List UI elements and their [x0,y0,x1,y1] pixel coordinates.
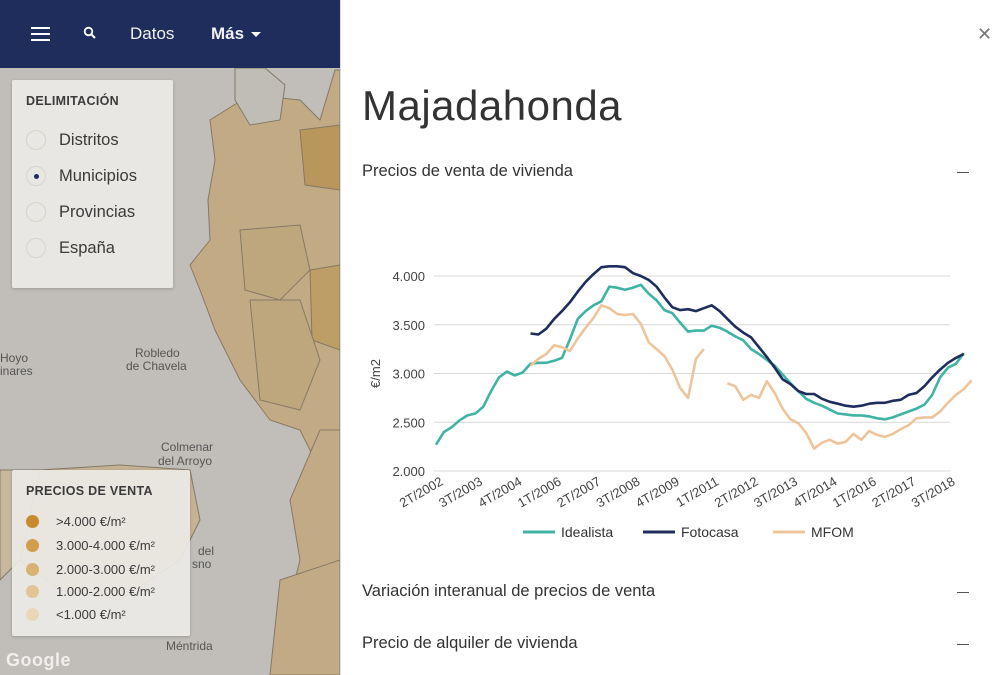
delimitation-panel: DELIMITACIÓN Distritos Municipios Provin… [12,80,173,288]
legend-item: 1.000-2.000 €/m² [26,581,155,601]
y-tick-label: 2.500 [392,415,425,430]
top-navbar: Datos Más [0,0,340,68]
collapse-icon[interactable] [957,592,969,593]
collapse-icon[interactable] [957,644,969,645]
price-legend-title: PRECIOS DE VENTA [26,484,153,498]
legend-item: >4.000 €/m² [26,511,126,531]
nav-mas-dropdown[interactable]: Más [211,24,262,44]
x-tick-label: 1T/2006 [515,474,564,511]
legend-swatch [26,514,39,528]
radio-button[interactable] [26,202,46,222]
x-tick-label: 4T/2009 [633,474,682,511]
place-label: de Chavela [126,359,187,373]
x-tick-label: 2T/2017 [869,474,918,511]
legend-item: 2.000-3.000 €/m² [26,559,155,579]
x-tick-label: 3T/2008 [594,474,643,511]
collapse-icon[interactable] [957,172,969,173]
x-tick-label: 1T/2011 [673,474,721,510]
radio-distritos[interactable]: Distritos [26,128,119,152]
x-tick-label: 3T/2003 [436,474,485,511]
y-tick-label: 2.000 [392,464,425,479]
x-tick-label: 1T/2016 [830,474,879,511]
radio-button-checked[interactable] [26,166,46,186]
series-line-idealista [434,283,965,446]
legend-swatch [26,584,39,598]
price-legend-panel: PRECIOS DE VENTA >4.000 €/m² 3.000-4.000… [12,470,190,636]
radio-label: Municipios [59,166,137,185]
place-label: Robledo [135,346,180,360]
place-label: Colmenar [161,440,214,454]
radio-provincias[interactable]: Provincias [26,200,135,224]
series-line-mfom [529,304,973,450]
y-axis-label: €/m2 [368,359,383,388]
close-icon[interactable]: ✕ [977,24,993,44]
x-tick-label: 2T/2007 [554,474,603,511]
x-tick-label: 4T/2004 [475,474,524,511]
place-label: inares [0,364,33,378]
section-header-precios-venta[interactable]: Precios de venta de vivienda [362,162,573,180]
radio-button[interactable] [26,238,46,258]
place-label: Hoyo [0,351,29,365]
legend-label: 3.000-4.000 €/m² [56,537,156,553]
legend-label: MFOM [811,524,854,540]
legend-label: <1.000 €/m² [56,606,126,622]
legend-label: >4.000 €/m² [56,513,126,529]
section-header-alquiler[interactable]: Precio de alquiler de vivienda [362,634,578,652]
legend-swatch [26,562,39,576]
radio-label: Distritos [59,130,119,149]
legend-label: 1.000-2.000 €/m² [56,583,156,599]
place-label: del [198,544,215,558]
y-tick-label: 3.500 [392,318,425,333]
nav-mas-label: Más [211,24,245,43]
legend-label: Idealista [561,524,613,540]
nav-datos-link[interactable]: Datos [130,24,175,43]
legend-swatch [26,538,39,552]
legend-item: <1.000 €/m² [26,604,126,624]
place-label: del Arroyo [158,454,213,468]
place-label: sno [192,557,212,571]
radio-label: España [59,238,115,257]
google-logo: Google [6,650,71,670]
x-tick-label: 2T/2002 [397,474,446,511]
legend-item: 3.000-4.000 €/m² [26,535,155,555]
y-tick-label: 4.000 [392,269,425,284]
delimitation-title: DELIMITACIÓN [26,94,119,108]
section-header-variacion[interactable]: Variación interanual de precios de venta [362,582,656,600]
legend-label: 2.000-3.000 €/m² [56,561,156,577]
x-tick-label: 2T/2012 [712,474,761,511]
x-tick-label: 3T/2018 [909,474,958,511]
chevron-down-icon [251,32,262,38]
map[interactable]: Hoyo inares Robledo de Chavela Colmenar … [0,0,340,675]
detail-panel: ✕ Majadahonda Precios de venta de vivien… [340,0,996,675]
series-line-fotocasa [530,265,965,408]
hamburger-menu-icon[interactable] [31,27,50,42]
legend-swatch [26,607,39,621]
panel-title: Majadahonda [362,82,623,129]
search-icon[interactable] [83,26,97,40]
radio-espana[interactable]: España [26,236,115,260]
legend-label: Fotocasa [681,524,739,540]
radio-button[interactable] [26,130,46,150]
x-tick-label: 4T/2014 [791,474,840,511]
radio-municipios[interactable]: Municipios [26,164,137,188]
y-tick-label: 3.000 [392,367,425,382]
radio-label: Provincias [59,202,136,221]
price-line-chart: 2.0002.5003.0003.5004.000€/m22T/20023T/2… [368,265,973,540]
x-tick-label: 3T/2013 [751,474,800,511]
place-label: Méntrida [166,639,213,653]
